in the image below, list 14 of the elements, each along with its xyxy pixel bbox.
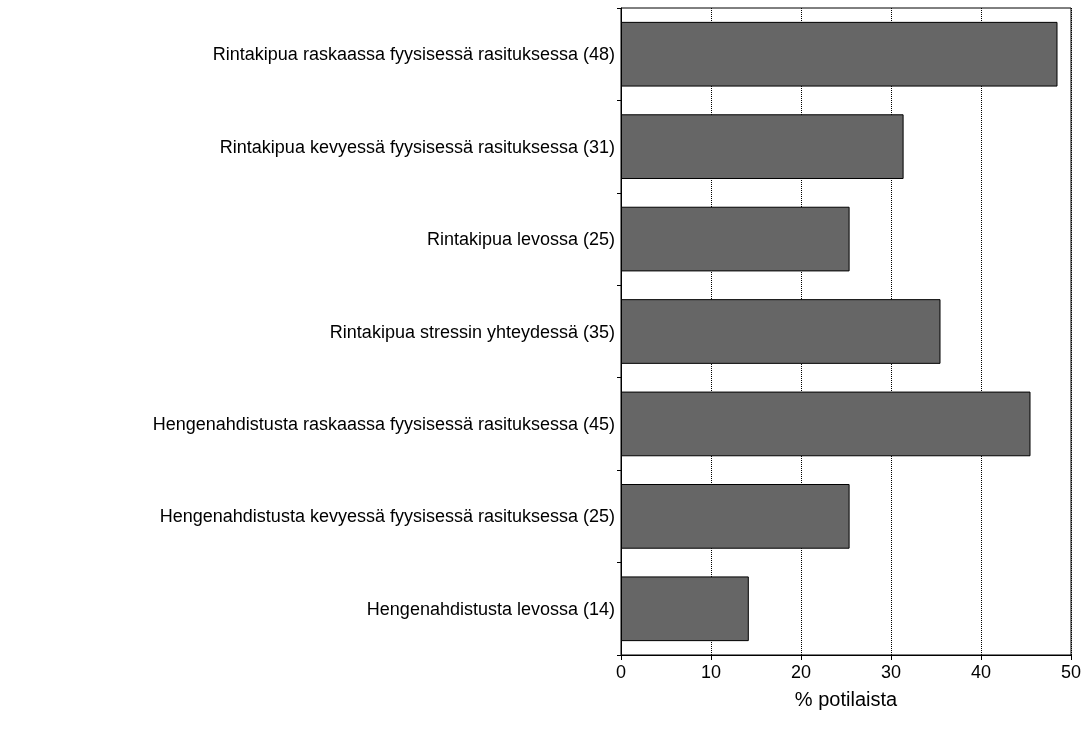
x-tick-label: 20 [790, 662, 812, 682]
y-tick-label: Rintakipua stressin yhteydessä (35) [329, 321, 615, 342]
y-tick-label: Rintakipua kevyessä fyysisessä rasituksessa (31) [219, 136, 615, 157]
x-tick-label: 40 [970, 662, 992, 682]
y-tick-label: Hengenahdistusta levossa (14) [366, 598, 615, 619]
x-tick-label: 0 [615, 662, 627, 682]
x-tick-label: 30 [880, 662, 902, 682]
y-tick-label: Hengenahdistusta raskaassa fyysisessä rasituksessa (45) [152, 413, 615, 434]
y-tick-label: Rintakipua levossa (25) [426, 229, 615, 250]
y-tick-label: Hengenahdistusta kevyessä fyysisessä rasituksessa (25) [159, 506, 615, 527]
x-tick-label: 50 [1060, 662, 1082, 682]
y-tick-label: Rintakipua raskaassa fyysisessä rasituksessa (48) [212, 44, 615, 65]
x-tick-label: 10 [700, 662, 722, 682]
x-axis-title: % potilaista [794, 688, 899, 710]
